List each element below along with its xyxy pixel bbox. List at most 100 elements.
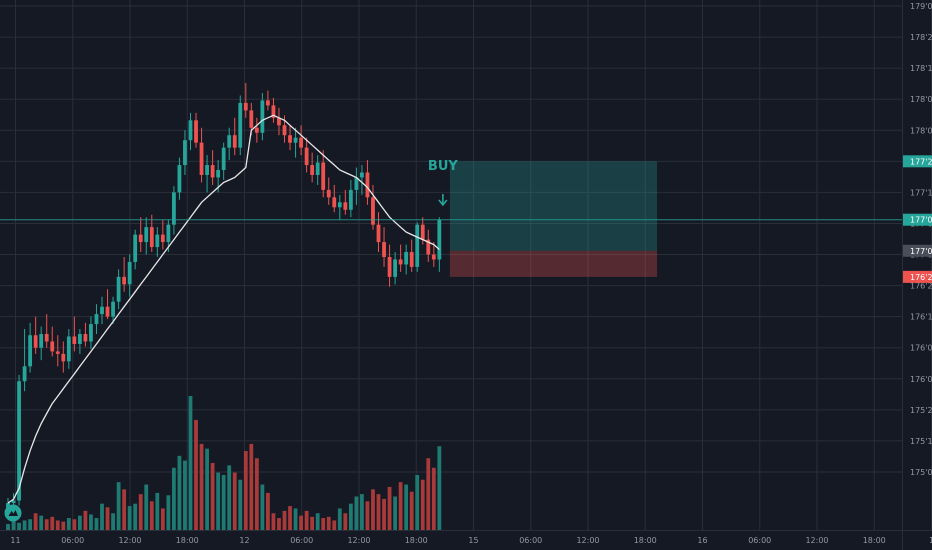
volume-bar: [122, 489, 127, 530]
candle-body: [205, 165, 209, 175]
price-axis[interactable]: 179'00 178'24 178'16 178'08 178'00 177'24 177'…: [902, 0, 932, 550]
volume-bar: [420, 479, 425, 530]
tradingview-cloud-icon[interactable]: [4, 504, 22, 522]
volume-bar: [160, 508, 165, 530]
price-lines: BUY: [0, 159, 902, 221]
candle-body: [89, 324, 93, 342]
candle-body: [77, 334, 82, 344]
candle-body: [360, 172, 364, 178]
price-tag-label: 177'24: [910, 157, 932, 166]
y-tick-label: 175'08: [910, 468, 932, 477]
volume-bar: [50, 516, 55, 530]
candle-body: [238, 102, 243, 148]
price-tag-target: [903, 155, 932, 168]
volume-bar: [77, 515, 82, 530]
volume-bar: [382, 498, 386, 530]
candle-body: [249, 110, 254, 128]
x-tick-label: 12: [239, 536, 249, 545]
volume-bar: [415, 474, 420, 530]
volume-bar: [321, 518, 326, 530]
volume-bar: [66, 518, 71, 530]
volume-bar: [282, 510, 287, 530]
volume-bar: [437, 446, 442, 530]
volume-bar: [72, 519, 77, 530]
volume-bar: [337, 508, 342, 530]
candle-body: [288, 135, 292, 143]
volume-bar: [61, 521, 66, 530]
candle-body: [332, 197, 337, 208]
candle-body: [72, 336, 77, 344]
volume-bar: [83, 510, 88, 530]
candle-body: [420, 224, 425, 240]
volume-bar: [304, 510, 309, 530]
volume-bar: [277, 518, 281, 530]
volume-bar: [55, 520, 60, 530]
price-tag-label: 177'09: [910, 216, 932, 225]
volume-bar: [39, 515, 44, 530]
volume-bar: [194, 419, 198, 530]
y-tick-label: 176'08: [910, 344, 932, 353]
candle-body: [149, 227, 154, 248]
price-tag-entry: [903, 244, 932, 257]
candle-body: [260, 100, 265, 133]
candle-body: [66, 336, 71, 362]
x-tick-label: 12:00: [118, 536, 141, 545]
x-tick-label: 1: [929, 536, 932, 545]
candle-body: [94, 314, 99, 325]
candle-body: [431, 254, 436, 260]
volume-bar: [133, 503, 138, 530]
candle-body: [100, 306, 104, 315]
candle-body: [83, 334, 88, 342]
candle-body: [365, 172, 370, 198]
price-tag-label: 177'01: [910, 247, 932, 256]
x-tick-label: 15: [468, 536, 478, 545]
candle-body: [183, 140, 187, 166]
x-tick-label: 16: [697, 536, 707, 545]
candle-body: [232, 135, 237, 148]
x-tick-label: 12:00: [805, 536, 828, 545]
candle-body: [310, 165, 315, 175]
volume-bar: [199, 443, 204, 530]
volume-bar: [28, 519, 33, 530]
candle-body: [216, 170, 221, 178]
candle-body: [254, 127, 259, 133]
volume-bar: [172, 467, 176, 530]
time-axis[interactable]: 11 06:00 12:00 18:00 12 06:00 12:00 18:00 15 06:0…: [0, 530, 932, 546]
volume-bar: [94, 518, 99, 530]
volume-bar: [183, 460, 187, 530]
y-tick-label: 176'24: [910, 282, 932, 291]
y-tick-label: 179'00: [910, 2, 932, 11]
stop-zone: [449, 250, 658, 277]
candle-body: [227, 135, 232, 148]
volume-bar: [354, 496, 359, 530]
candle-body: [437, 219, 442, 260]
price-tag-stop: [903, 270, 932, 283]
volume-bar: [105, 507, 110, 530]
volume-bar: [288, 506, 292, 530]
y-tick-label: 178'00: [910, 126, 932, 135]
y-tick-label: 176'00: [910, 375, 932, 384]
volume-bar: [310, 516, 315, 530]
volume-bars: [6, 396, 442, 530]
candle-body: [371, 197, 375, 225]
y-tick-label: 178'16: [910, 64, 932, 73]
volume-bar: [216, 472, 221, 530]
volume-bar: [365, 501, 370, 530]
candle-body: [387, 256, 392, 277]
candle-body: [337, 202, 342, 208]
candle-body: [398, 259, 403, 265]
volume-bar: [398, 482, 403, 530]
volume-bar: [205, 448, 209, 530]
candle-body: [116, 276, 121, 302]
candle-body: [6, 503, 10, 508]
y-tick-label: 176'16: [910, 313, 932, 322]
volume-bar: [332, 520, 337, 530]
volume-bar: [243, 451, 248, 530]
candle-body: [122, 276, 127, 285]
moving-average: [7, 114, 440, 504]
candle-body: [111, 301, 115, 317]
volume-bar: [409, 491, 414, 530]
